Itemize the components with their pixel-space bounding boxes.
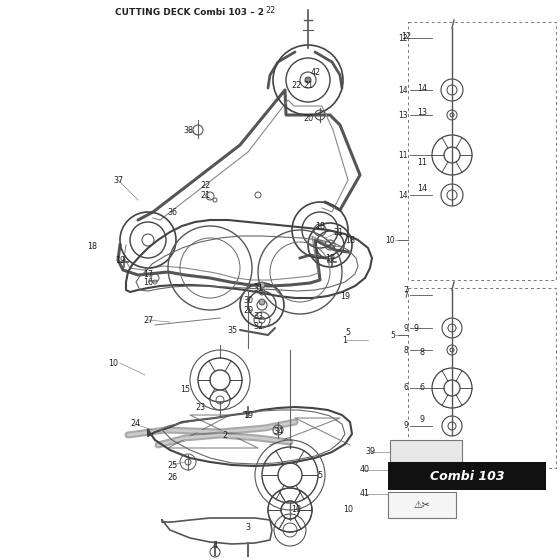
- Text: 30: 30: [243, 296, 253, 305]
- Text: 12: 12: [401, 31, 411, 40]
- Text: Combi 103: Combi 103: [430, 469, 505, 483]
- Text: 20: 20: [303, 114, 313, 123]
- Text: 1: 1: [343, 335, 348, 344]
- Text: 5: 5: [346, 328, 351, 337]
- Text: 4: 4: [212, 540, 217, 549]
- Text: 35: 35: [227, 325, 237, 334]
- Text: 10: 10: [291, 506, 301, 515]
- Text: CUTTING DECK Combi 103 – 2: CUTTING DECK Combi 103 – 2: [115, 8, 264, 17]
- Text: 34: 34: [273, 427, 283, 436]
- Text: 25: 25: [167, 460, 177, 469]
- Text: 9: 9: [419, 416, 424, 424]
- Text: 24: 24: [130, 419, 140, 428]
- Text: 33: 33: [253, 311, 263, 320]
- Text: 6: 6: [403, 384, 408, 393]
- Text: 7: 7: [403, 291, 408, 300]
- Bar: [390, 440, 462, 462]
- Text: 19: 19: [115, 255, 125, 264]
- Text: 17: 17: [143, 269, 153, 278]
- Bar: [408, 22, 556, 280]
- Text: 7: 7: [403, 286, 409, 295]
- Text: 10: 10: [385, 236, 395, 245]
- Text: 40: 40: [360, 465, 370, 474]
- Text: 19: 19: [340, 292, 350, 301]
- Text: 12: 12: [399, 34, 408, 43]
- Text: 8: 8: [419, 348, 424, 357]
- Circle shape: [305, 77, 311, 83]
- Text: 11: 11: [417, 157, 427, 166]
- Text: 14: 14: [417, 184, 427, 193]
- Text: 14: 14: [417, 83, 427, 92]
- Text: 3: 3: [245, 522, 250, 531]
- Text: 8: 8: [403, 346, 408, 354]
- Bar: [388, 462, 546, 490]
- Circle shape: [259, 289, 265, 295]
- Text: 19: 19: [325, 254, 335, 263]
- Text: 9: 9: [413, 324, 418, 333]
- Text: 22: 22: [265, 6, 275, 15]
- Text: 37: 37: [113, 175, 123, 184]
- Text: 23: 23: [195, 404, 205, 413]
- Text: 42: 42: [311, 68, 321, 77]
- Text: 21: 21: [333, 227, 343, 236]
- Text: 18: 18: [345, 236, 355, 245]
- Text: 2: 2: [222, 431, 227, 440]
- Text: 13: 13: [417, 108, 427, 116]
- Text: 22: 22: [200, 180, 210, 189]
- Text: 10: 10: [108, 358, 118, 367]
- Text: 31: 31: [253, 283, 263, 292]
- Text: 10: 10: [343, 506, 353, 515]
- Text: 13: 13: [398, 110, 408, 119]
- Text: 36: 36: [167, 208, 177, 217]
- Text: 22: 22: [291, 81, 301, 90]
- Text: 38: 38: [183, 125, 193, 134]
- Text: 27: 27: [143, 315, 153, 324]
- Text: 18: 18: [87, 241, 97, 250]
- Text: 11: 11: [399, 151, 408, 160]
- Text: 29: 29: [243, 306, 253, 315]
- Bar: [408, 288, 556, 468]
- Text: 9: 9: [403, 324, 408, 333]
- Text: 5: 5: [318, 470, 323, 479]
- Text: ⚠✂: ⚠✂: [414, 500, 431, 510]
- Text: 9: 9: [403, 422, 408, 431]
- Text: 21: 21: [200, 190, 210, 199]
- Circle shape: [259, 299, 265, 305]
- Text: 32: 32: [253, 321, 263, 330]
- Text: 39: 39: [365, 447, 375, 456]
- Text: 6: 6: [419, 384, 424, 393]
- Text: 5: 5: [390, 330, 395, 339]
- Text: 16: 16: [143, 278, 153, 287]
- Circle shape: [259, 282, 265, 288]
- Text: 14: 14: [398, 86, 408, 95]
- Text: 21: 21: [303, 81, 313, 90]
- Text: 41: 41: [360, 489, 370, 498]
- Text: 15: 15: [180, 385, 190, 394]
- Text: 26: 26: [167, 474, 177, 483]
- Text: 19: 19: [243, 412, 253, 421]
- Text: 14: 14: [398, 190, 408, 199]
- Bar: [388, 492, 456, 518]
- Text: 18: 18: [315, 222, 325, 231]
